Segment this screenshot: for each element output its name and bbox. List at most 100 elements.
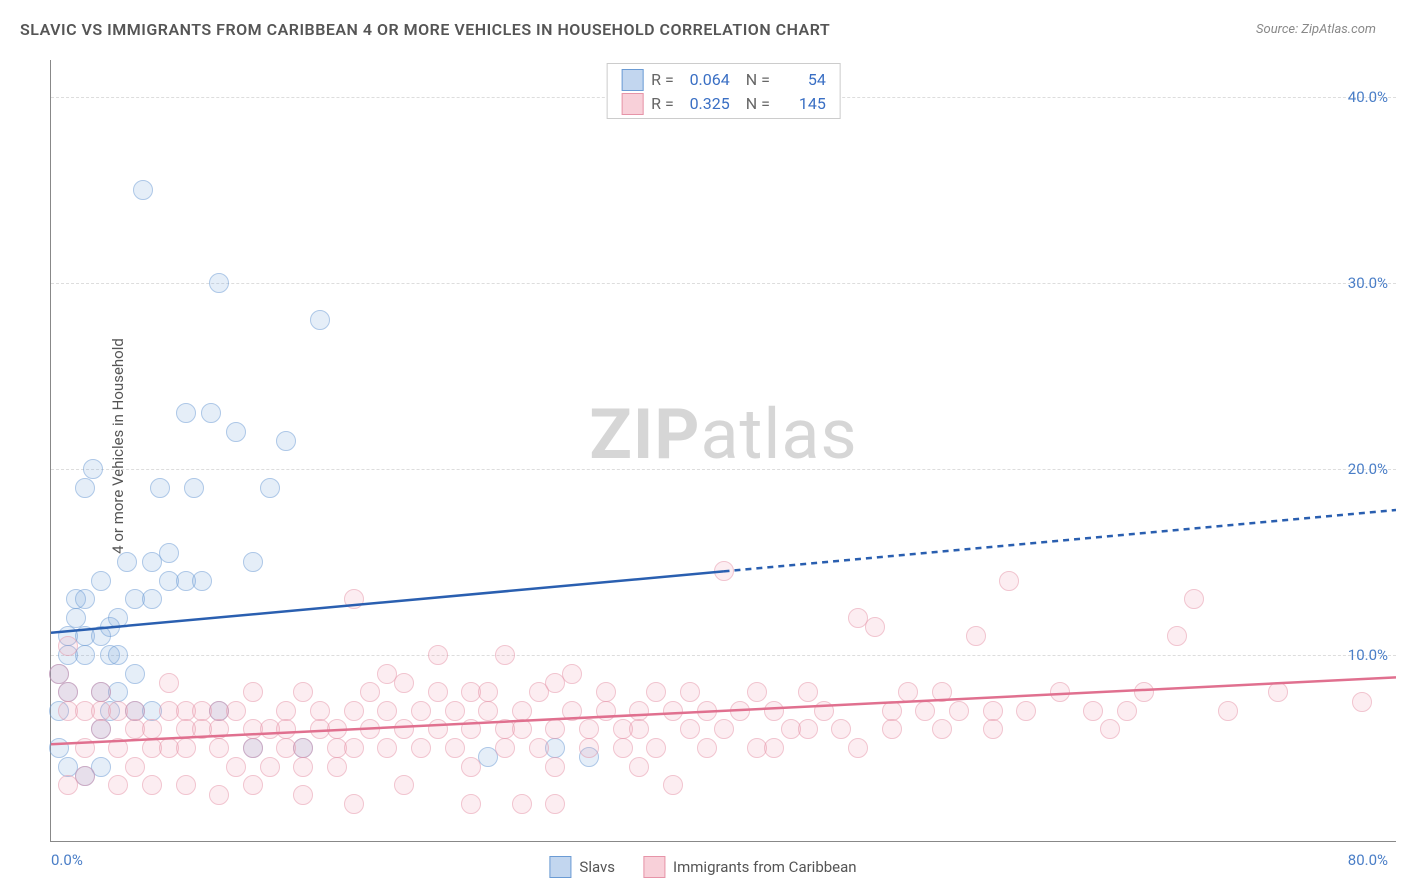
gridline	[51, 283, 1396, 284]
scatter-point	[1117, 701, 1137, 721]
legend-item-slavs: Slavs	[549, 856, 615, 878]
y-tick-label: 20.0%	[1348, 460, 1388, 478]
scatter-point	[1268, 682, 1288, 702]
scatter-point	[108, 645, 128, 665]
scatter-point	[243, 775, 263, 795]
scatter-point	[142, 775, 162, 795]
y-tick-label: 10.0%	[1348, 646, 1388, 664]
scatter-point	[360, 682, 380, 702]
legend-item-caribbean: Immigrants from Caribbean	[643, 856, 857, 878]
scatter-point	[108, 608, 128, 628]
scatter-point	[344, 701, 364, 721]
scatter-point	[58, 682, 78, 702]
scatter-point	[848, 738, 868, 758]
scatter-point	[176, 403, 196, 423]
legend-label: Slavs	[579, 858, 615, 876]
scatter-point	[49, 664, 69, 684]
scatter-point	[226, 701, 246, 721]
scatter-point	[377, 738, 397, 758]
scatter-point	[66, 608, 86, 628]
scatter-point	[1016, 701, 1036, 721]
scatter-point	[646, 682, 666, 702]
scatter-point	[613, 738, 633, 758]
scatter-point	[445, 738, 465, 758]
scatter-point	[83, 459, 103, 479]
scatter-point	[377, 701, 397, 721]
scatter-point	[629, 701, 649, 721]
scatter-point	[1083, 701, 1103, 721]
scatter-point	[201, 403, 221, 423]
scatter-point	[999, 571, 1019, 591]
scatter-point	[184, 478, 204, 498]
scatter-point	[243, 738, 263, 758]
scatter-point	[293, 682, 313, 702]
scatter-point	[714, 561, 734, 581]
scatter-point	[243, 682, 263, 702]
scatter-point	[75, 478, 95, 498]
scatter-point	[579, 738, 599, 758]
scatter-point	[545, 794, 565, 814]
scatter-point	[461, 757, 481, 777]
scatter-point	[75, 645, 95, 665]
scatter-point	[1167, 626, 1187, 646]
scatter-point	[125, 701, 145, 721]
scatter-point	[629, 757, 649, 777]
scatter-point	[730, 701, 750, 721]
scatter-point	[226, 422, 246, 442]
scatter-point	[394, 719, 414, 739]
scatter-point	[91, 719, 111, 739]
stat-label: N =	[738, 68, 770, 92]
scatter-point	[915, 701, 935, 721]
scatter-point	[1352, 692, 1372, 712]
scatter-point	[310, 701, 330, 721]
scatter-point	[411, 701, 431, 721]
scatter-point	[629, 719, 649, 739]
scatter-point	[293, 785, 313, 805]
scatter-point	[461, 794, 481, 814]
scatter-point	[209, 719, 229, 739]
scatter-point	[714, 719, 734, 739]
scatter-point	[243, 552, 263, 572]
x-tick-label: 0.0%	[51, 851, 83, 869]
scatter-point	[764, 701, 784, 721]
scatter-point	[495, 738, 515, 758]
scatter-point	[545, 719, 565, 739]
gridline	[51, 655, 1396, 656]
scatter-point	[327, 757, 347, 777]
scatter-point	[293, 738, 313, 758]
chart-title: SLAVIC VS IMMIGRANTS FROM CARIBBEAN 4 OR…	[20, 20, 830, 39]
scatter-point	[428, 719, 448, 739]
scatter-point	[344, 794, 364, 814]
scatter-point	[545, 757, 565, 777]
swatch-icon	[621, 93, 643, 115]
scatter-point	[1218, 701, 1238, 721]
scatter-point	[966, 626, 986, 646]
stat-label: R =	[651, 92, 674, 116]
scatter-point	[344, 738, 364, 758]
x-tick-label: 80.0%	[1348, 851, 1388, 869]
scatter-point	[344, 589, 364, 609]
scatter-point	[983, 701, 1003, 721]
scatter-point	[512, 794, 532, 814]
scatter-point	[209, 785, 229, 805]
scatter-point	[898, 682, 918, 702]
scatter-point	[394, 775, 414, 795]
scatter-point	[932, 719, 952, 739]
scatter-point	[428, 645, 448, 665]
scatter-point	[478, 701, 498, 721]
scatter-point	[108, 738, 128, 758]
scatter-point	[209, 273, 229, 293]
y-tick-label: 30.0%	[1348, 274, 1388, 292]
scatter-point	[226, 757, 246, 777]
scatter-point	[192, 571, 212, 591]
scatter-point	[461, 719, 481, 739]
stats-row-series1: R = 0.064 N = 54	[621, 68, 826, 92]
scatter-point	[75, 738, 95, 758]
scatter-point	[1134, 682, 1154, 702]
scatter-point	[663, 701, 683, 721]
scatter-point	[428, 682, 448, 702]
scatter-point	[75, 589, 95, 609]
scatter-point	[512, 701, 532, 721]
scatter-point	[596, 701, 616, 721]
scatter-point	[75, 766, 95, 786]
